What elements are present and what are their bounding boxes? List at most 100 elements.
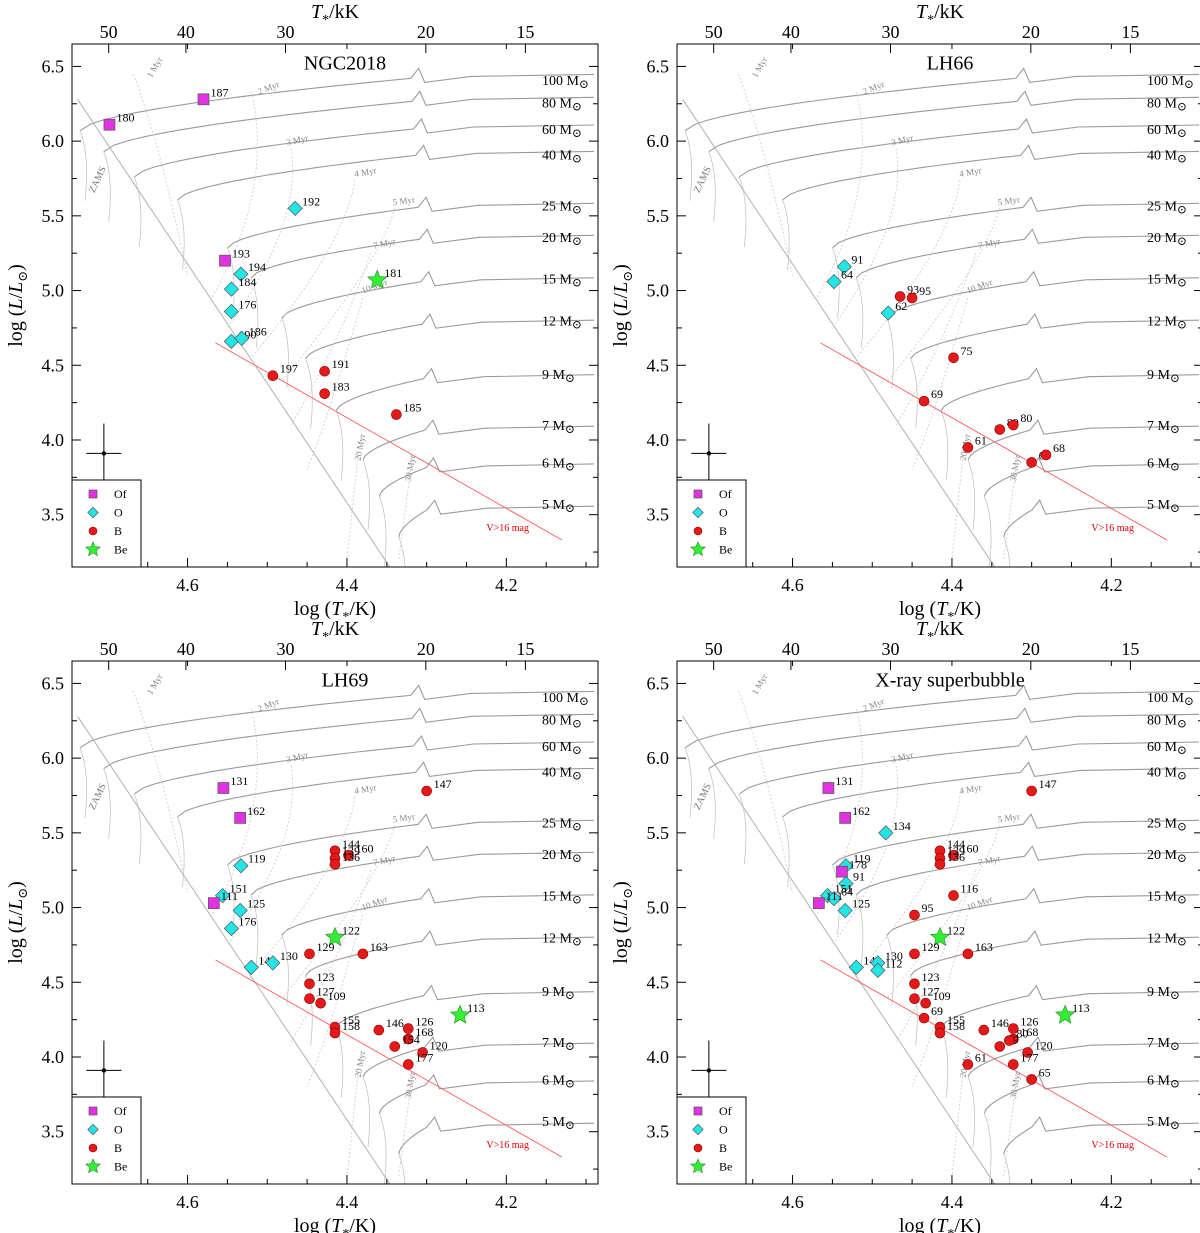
star-marker-116 — [948, 890, 959, 901]
label-part: 15 M — [1147, 890, 1178, 905]
star-label-183: 183 — [332, 380, 350, 394]
zams-line — [682, 99, 996, 567]
track-12-msun — [910, 930, 1200, 976]
label-part: ⊙ — [1177, 276, 1187, 290]
label-part: ) — [610, 881, 632, 888]
track-tail — [281, 934, 289, 1006]
label-part: 9 M — [1147, 985, 1171, 1000]
track-15-msun — [281, 887, 595, 936]
star-marker-151 — [214, 887, 231, 904]
star-marker-65 — [1026, 457, 1037, 468]
star-label-123: 123 — [921, 970, 939, 984]
star-marker-64 — [826, 273, 842, 290]
y-tick-label: 4.5 — [647, 355, 670, 375]
mass-label-6: 6 M⊙ — [1147, 1073, 1180, 1090]
top-tick-label: 40 — [782, 639, 800, 659]
label-part: ⊙ — [565, 1039, 575, 1053]
star-marker-193 — [219, 254, 231, 267]
isochrone-curve — [227, 765, 294, 946]
label-part: ⊙ — [565, 1118, 575, 1132]
y-axis-label: log (L/L⊙) — [5, 881, 30, 964]
mass-label-12: 12 M⊙ — [542, 931, 582, 948]
mass-label-15: 15 M⊙ — [542, 273, 582, 290]
star-marker-129 — [909, 948, 920, 960]
label-part: L — [5, 899, 27, 911]
top-tick-label: 15 — [1121, 639, 1139, 659]
track-tail — [738, 793, 747, 864]
label-part: 12 M — [1147, 314, 1178, 329]
isochrone-curve — [911, 914, 969, 1088]
y-axis-label: log (L/L⊙) — [610, 264, 635, 347]
isochrone-label: 1 Myr — [145, 672, 165, 696]
stars: 916493956275698980616568 — [826, 253, 1065, 468]
isochrone-label: 4 Myr — [354, 165, 378, 179]
mass-label-40: 40 M⊙ — [1147, 149, 1187, 166]
hrd-panel-2: ZAMS 1 Myr 2 Myr 3 Myr 4 Myr 5 Myr 7 Myr 10 Myr… — [610, 1, 1200, 625]
star-marker-68 — [1040, 449, 1052, 461]
label-part: ⊙ — [579, 694, 589, 708]
label-part: 12 M — [1147, 931, 1178, 946]
mass-label-12: 12 M⊙ — [542, 314, 582, 331]
star-label-192: 192 — [302, 194, 320, 208]
label-part: ⊙ — [572, 152, 582, 166]
plot-frame — [676, 660, 1200, 1185]
isochrone-label: 5 Myr — [997, 194, 1020, 207]
track-60-msun — [133, 734, 595, 795]
isochrone-label: 1 Myr — [145, 55, 165, 79]
star-marker-120 — [417, 1047, 428, 1058]
star-label-139: 139 — [947, 844, 965, 858]
legend-label-Be: Be — [114, 1160, 127, 1174]
star-label-194: 194 — [248, 260, 266, 274]
label-part: * — [342, 1227, 349, 1233]
legend-box — [676, 479, 747, 568]
isochrone-curve — [290, 870, 372, 1043]
mass-label-25: 25 M⊙ — [1147, 199, 1187, 216]
label-part: 20 M — [1147, 848, 1178, 863]
star-label-95: 95 — [921, 901, 933, 915]
track-12-msun — [305, 313, 595, 359]
isochrone-curve — [282, 825, 396, 998]
label-part: ⊙ — [620, 271, 635, 282]
isochrone-label: 1 Myr — [750, 672, 770, 696]
star-label-146: 146 — [386, 1016, 404, 1030]
track-tail — [379, 1113, 387, 1184]
y-tick-label: 5.0 — [42, 898, 65, 918]
star-label-162: 162 — [247, 804, 265, 818]
label-part: 5 M — [1147, 1115, 1171, 1130]
legend-label-Of: Of — [114, 487, 127, 501]
label-part: ⊙ — [1170, 422, 1180, 436]
label-part: 80 M — [542, 96, 573, 111]
top-tick-label: 15 — [1121, 22, 1139, 42]
label-part: ⊙ — [572, 276, 582, 290]
mass-label-80: 80 M⊙ — [542, 96, 582, 113]
star-marker-146 — [373, 1024, 385, 1036]
label-part: 7 M — [542, 419, 566, 434]
star-marker-111 — [208, 897, 220, 909]
track-15-msun — [281, 270, 595, 319]
top-tick-label: 40 — [782, 22, 800, 42]
track-tail — [79, 130, 88, 201]
legend-marker-Be — [690, 1158, 706, 1174]
star-marker-126 — [403, 1023, 414, 1034]
label-part: * — [322, 630, 329, 645]
zams-line — [77, 716, 391, 1184]
star-label-65: 65 — [1039, 1065, 1051, 1079]
label-part: 9 M — [1147, 368, 1171, 383]
star-label-197: 197 — [280, 362, 298, 376]
label-part: 9 M — [542, 368, 566, 383]
label-part: log ( — [5, 309, 27, 347]
y-tick-label: 5.0 — [647, 281, 670, 301]
error-bar-center — [706, 451, 712, 456]
mass-label-5: 5 M⊙ — [1147, 498, 1180, 515]
star-label-158: 158 — [947, 1019, 965, 1033]
isochrone-curve — [290, 253, 372, 426]
label-part: log ( — [899, 598, 937, 620]
legend-label-Be: Be — [114, 543, 127, 557]
mass-label-25: 25 M⊙ — [542, 816, 582, 833]
label-part: / — [5, 909, 27, 915]
isochrone-curve — [306, 914, 364, 1088]
track-tail — [250, 894, 259, 965]
y-tick-label: 4.0 — [647, 1047, 670, 1067]
star-label-168: 168 — [415, 1025, 433, 1039]
